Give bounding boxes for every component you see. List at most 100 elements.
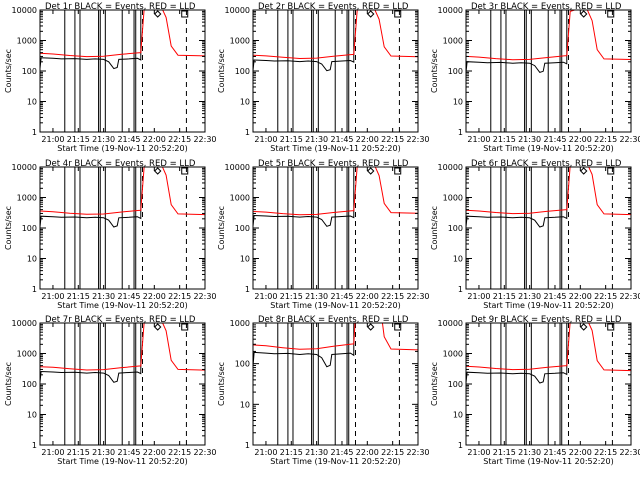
x-tick-label: 21:00 bbox=[467, 292, 490, 301]
chart-title: Det 3r BLACK = Events, RED = LLD bbox=[471, 2, 622, 12]
x-tick-label: 22:00 bbox=[569, 292, 592, 301]
x-tick-label: 21:00 bbox=[254, 448, 277, 457]
x-axis-label: Start Time (19-Nov-11 20:52:20) bbox=[57, 144, 187, 153]
x-axis-label: Start Time (19-Nov-11 20:52:20) bbox=[270, 457, 400, 466]
x-tick-label: 21:00 bbox=[254, 292, 277, 301]
plot-area bbox=[466, 323, 631, 445]
x-tick-label: 22:30 bbox=[193, 448, 216, 457]
x-tick-label: 21:30 bbox=[92, 448, 115, 457]
chart-title: Det 4r BLACK = Events, RED = LLD bbox=[45, 159, 196, 169]
x-tick-label: 22:15 bbox=[594, 292, 617, 301]
x-axis-label: Start Time (19-Nov-11 20:52:20) bbox=[270, 301, 400, 310]
x-tick-label: 22:30 bbox=[406, 135, 429, 144]
x-tick-label: 21:45 bbox=[543, 135, 566, 144]
x-tick-label: 22:15 bbox=[381, 292, 404, 301]
series-lld bbox=[466, 10, 631, 61]
chart-panel: Det 4r BLACK = Events, RED = LLD 21:00 21:… bbox=[4, 159, 217, 310]
square-marker bbox=[181, 10, 189, 18]
square-marker bbox=[394, 167, 402, 175]
y-tick-label: 10 bbox=[27, 255, 37, 264]
x-tick-label: 21:30 bbox=[305, 448, 328, 457]
x-tick-label: 21:30 bbox=[518, 448, 541, 457]
axes-frame bbox=[252, 322, 419, 446]
y-tick-label: 100 bbox=[235, 360, 250, 369]
y-tick-label: 1000 bbox=[230, 37, 250, 46]
x-tick-label: 21:45 bbox=[543, 292, 566, 301]
y-tick-label: 1000 bbox=[230, 319, 250, 328]
x-axis-label: Start Time (19-Nov-11 20:52:20) bbox=[57, 457, 187, 466]
y-axis-label: Counts/sec bbox=[217, 49, 226, 93]
x-tick-label: 21:15 bbox=[67, 448, 90, 457]
x-tick-label: 21:15 bbox=[493, 292, 516, 301]
chart-panel: Det 2r BLACK = Events, RED = LLD 21:00 21:… bbox=[217, 2, 430, 153]
x-tick-label: 21:00 bbox=[41, 448, 64, 457]
plot-area bbox=[466, 10, 631, 132]
chart-title: Det 6r BLACK = Events, RED = LLD bbox=[471, 159, 622, 169]
x-tick-label: 21:30 bbox=[92, 292, 115, 301]
y-tick-label: 10 bbox=[27, 98, 37, 107]
x-tick-label: 21:45 bbox=[543, 448, 566, 457]
x-tick-label: 22:00 bbox=[356, 292, 379, 301]
y-tick-label: 100 bbox=[22, 380, 37, 389]
x-tick-label: 22:15 bbox=[168, 135, 191, 144]
y-tick-label: 1 bbox=[32, 285, 37, 294]
x-tick-label: 21:30 bbox=[305, 292, 328, 301]
y-axis-label: Counts/sec bbox=[4, 49, 13, 93]
x-tick-label: 21:15 bbox=[67, 135, 90, 144]
x-tick-label: 21:15 bbox=[280, 448, 303, 457]
square-marker bbox=[607, 167, 615, 175]
chart-title: Det 2r BLACK = Events, RED = LLD bbox=[258, 2, 409, 12]
series-lld bbox=[466, 323, 631, 372]
series-events bbox=[253, 323, 355, 368]
y-tick-label: 10 bbox=[453, 411, 463, 420]
y-tick-label: 1 bbox=[32, 128, 37, 137]
plot-area bbox=[253, 10, 418, 132]
y-tick-label: 1000 bbox=[17, 350, 37, 359]
x-tick-label: 21:30 bbox=[518, 135, 541, 144]
x-tick-label: 21:15 bbox=[280, 292, 303, 301]
square-marker bbox=[181, 323, 189, 331]
x-tick-label: 21:00 bbox=[254, 135, 277, 144]
x-tick-label: 22:30 bbox=[406, 292, 429, 301]
chart-title: Det 8r BLACK = Events, RED = LLD bbox=[258, 315, 409, 325]
square-marker bbox=[394, 323, 402, 331]
x-tick-label: 21:00 bbox=[41, 292, 64, 301]
series-events bbox=[40, 323, 142, 383]
plot-area bbox=[466, 167, 631, 289]
y-tick-label: 10000 bbox=[225, 6, 250, 15]
y-axis-label: Counts/sec bbox=[430, 49, 439, 93]
y-axis-label: Counts/sec bbox=[217, 362, 226, 406]
x-tick-label: 21:45 bbox=[330, 135, 353, 144]
chart-title: Det 7r BLACK = Events, RED = LLD bbox=[45, 315, 196, 325]
y-tick-label: 10000 bbox=[12, 6, 37, 15]
series-events bbox=[466, 167, 568, 228]
plot-area bbox=[40, 167, 205, 289]
series-lld bbox=[466, 167, 631, 216]
y-tick-label: 100 bbox=[235, 224, 250, 233]
y-tick-label: 10 bbox=[453, 255, 463, 264]
y-tick-label: 1000 bbox=[17, 37, 37, 46]
chart-title: Det 9r BLACK = Events, RED = LLD bbox=[471, 315, 622, 325]
square-marker bbox=[394, 10, 402, 18]
y-tick-label: 1 bbox=[245, 285, 250, 294]
x-tick-label: 22:30 bbox=[619, 135, 640, 144]
square-marker bbox=[607, 10, 615, 18]
series-lld bbox=[253, 167, 418, 216]
x-axis-label: Start Time (19-Nov-11 20:52:20) bbox=[483, 144, 613, 153]
plot-area bbox=[40, 323, 205, 445]
chart-title: Det 1r BLACK = Events, RED = LLD bbox=[45, 2, 196, 12]
square-marker bbox=[181, 167, 189, 175]
diamond-marker bbox=[579, 323, 588, 331]
x-tick-label: 22:00 bbox=[356, 448, 379, 457]
diamond-marker bbox=[366, 10, 375, 18]
y-tick-label: 100 bbox=[448, 224, 463, 233]
x-tick-label: 21:00 bbox=[41, 135, 64, 144]
y-tick-label: 1000 bbox=[443, 194, 463, 203]
x-tick-label: 22:00 bbox=[356, 135, 379, 144]
series-lld bbox=[253, 10, 418, 60]
x-tick-label: 22:00 bbox=[569, 135, 592, 144]
